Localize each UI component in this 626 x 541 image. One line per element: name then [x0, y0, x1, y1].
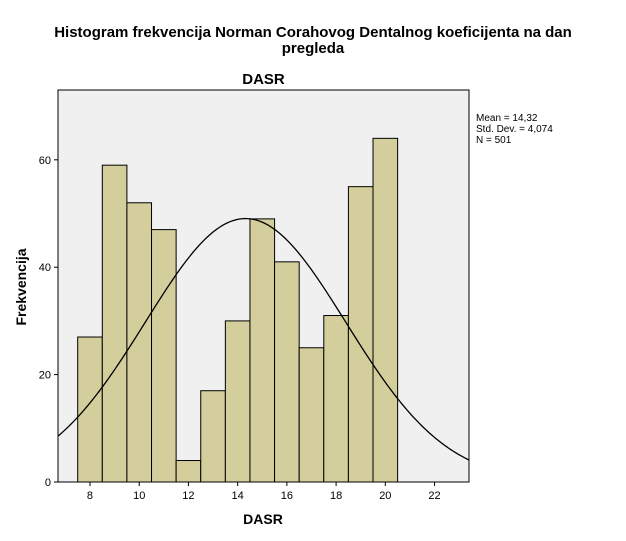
- histogram-bar: [126, 202, 153, 483]
- histogram-bar: [175, 460, 202, 483]
- stat-std-dev: Std. Dev. = 4,074: [476, 124, 553, 135]
- histogram-bar: [323, 315, 349, 483]
- x-tick-label: 14: [232, 490, 244, 502]
- histogram-bar: [101, 164, 128, 483]
- x-tick-label: 20: [379, 490, 391, 502]
- x-tick-label: 8: [87, 490, 93, 502]
- y-axis-label: Frekvencija: [13, 248, 29, 325]
- y-tick-label: 0: [45, 477, 51, 489]
- histogram-bar: [347, 186, 374, 483]
- stat-mean: Mean = 14,32: [476, 113, 538, 124]
- histogram-bar: [274, 261, 300, 483]
- stat-n: N = 501: [476, 135, 512, 146]
- histogram-bar: [224, 320, 251, 483]
- x-tick-label: 12: [182, 490, 194, 502]
- histogram-bar: [77, 336, 103, 483]
- y-tick-label: 20: [39, 370, 51, 382]
- histogram-bar: [151, 229, 177, 483]
- chart-title-line-1: Histogram frekvencija Norman Corahovog D…: [54, 24, 572, 41]
- chart-title-line-2: pregleda: [281, 40, 345, 57]
- y-tick-label: 60: [39, 155, 51, 167]
- histogram-bar: [249, 218, 276, 483]
- normal-curve: [57, 217, 470, 461]
- x-tick-label: 10: [133, 490, 145, 502]
- histogram-bar: [298, 347, 325, 483]
- x-axis-label: DASR: [243, 511, 283, 527]
- y-tick-label: 40: [39, 262, 51, 274]
- histogram-bar: [200, 390, 226, 483]
- x-tick-label: 22: [428, 490, 440, 502]
- x-tick-label: 16: [281, 490, 293, 502]
- x-tick-label: 18: [330, 490, 342, 502]
- chart-subtitle: DASR: [242, 71, 285, 88]
- histogram-bar: [372, 137, 399, 483]
